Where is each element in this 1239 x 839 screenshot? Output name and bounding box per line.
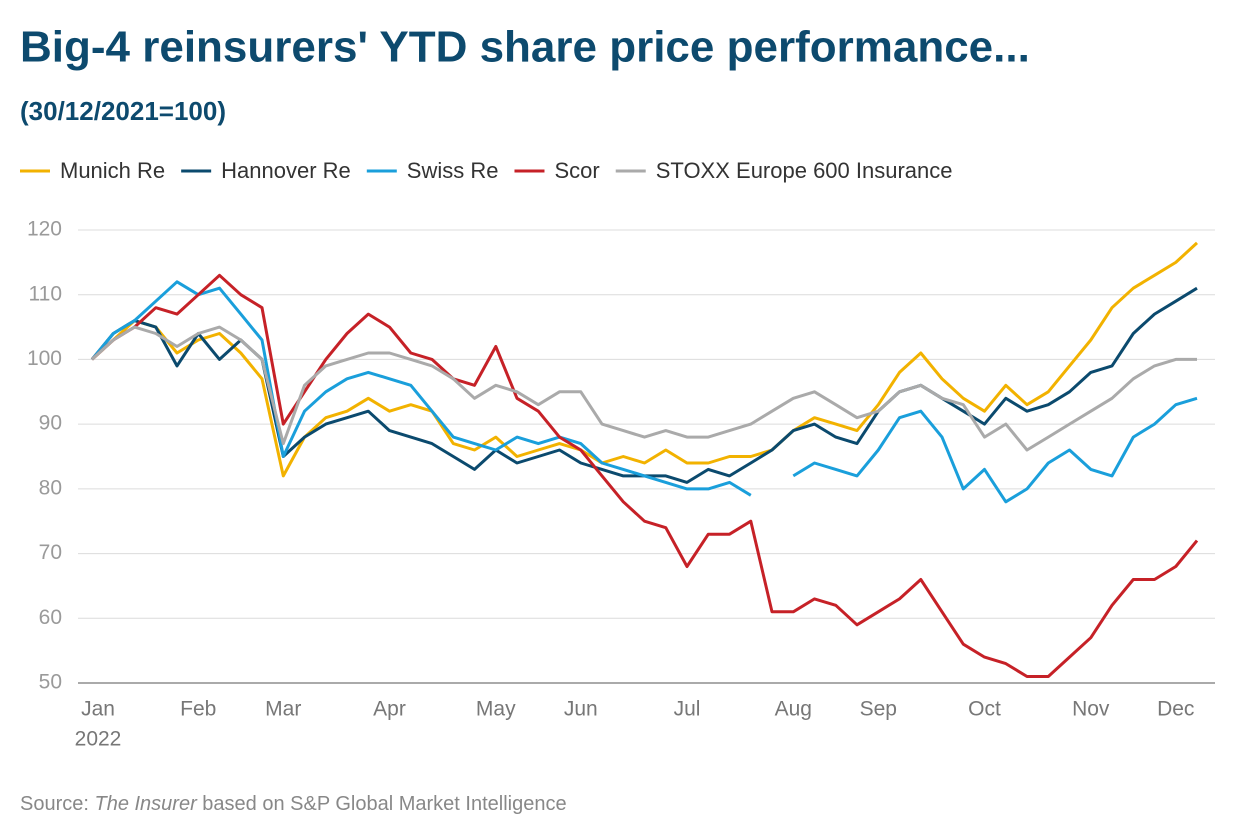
x-tick-label: Sep — [860, 698, 897, 721]
chart-subtitle: (30/12/2021=100) — [20, 96, 226, 126]
series-line — [90, 280, 1198, 504]
x-year-label: 2022 — [75, 728, 122, 751]
y-tick-label: 70 — [39, 541, 62, 564]
legend-label: Swiss Re — [407, 158, 499, 183]
y-tick-label: 50 — [39, 671, 62, 694]
y-tick-label: 100 — [27, 347, 62, 370]
series-line — [90, 325, 1197, 452]
y-tick-label: 110 — [29, 282, 62, 305]
x-tick-label: May — [476, 698, 516, 721]
series-line — [90, 273, 1199, 678]
legend-label: Munich Re — [60, 158, 165, 183]
y-tick-label: 60 — [39, 606, 62, 629]
y-tick-label: 90 — [39, 412, 62, 435]
source-suffix: based on S&P Global Market Intelligence — [197, 793, 567, 815]
source-prefix: Source: — [20, 793, 94, 815]
legend-label: STOXX Europe 600 Insurance — [656, 158, 953, 183]
series-line — [90, 241, 1199, 478]
x-tick-label: Aug — [775, 698, 812, 721]
x-tick-label: Apr — [373, 698, 406, 721]
legend-label: Hannover Re — [221, 158, 351, 183]
x-tick-label: Jun — [564, 698, 598, 721]
y-tick-label: 120 — [27, 218, 62, 241]
x-tick-label: Oct — [968, 698, 1001, 721]
x-tick-label: Nov — [1072, 698, 1110, 721]
x-tick-label: Feb — [180, 698, 216, 721]
x-tick-label: Jul — [674, 698, 701, 721]
chart-title: Big-4 reinsurers' YTD share price perfor… — [20, 23, 1030, 72]
x-tick-label: Dec — [1157, 698, 1194, 721]
series-line — [90, 286, 1198, 484]
legend-label: Scor — [554, 158, 599, 183]
source: Source: The Insurer based on S&P Global … — [20, 793, 567, 815]
source-italic: The Insurer — [94, 793, 198, 815]
x-tick-label: Jan — [81, 698, 115, 721]
y-tick-label: 80 — [39, 476, 62, 499]
x-tick-label: Mar — [265, 698, 301, 721]
